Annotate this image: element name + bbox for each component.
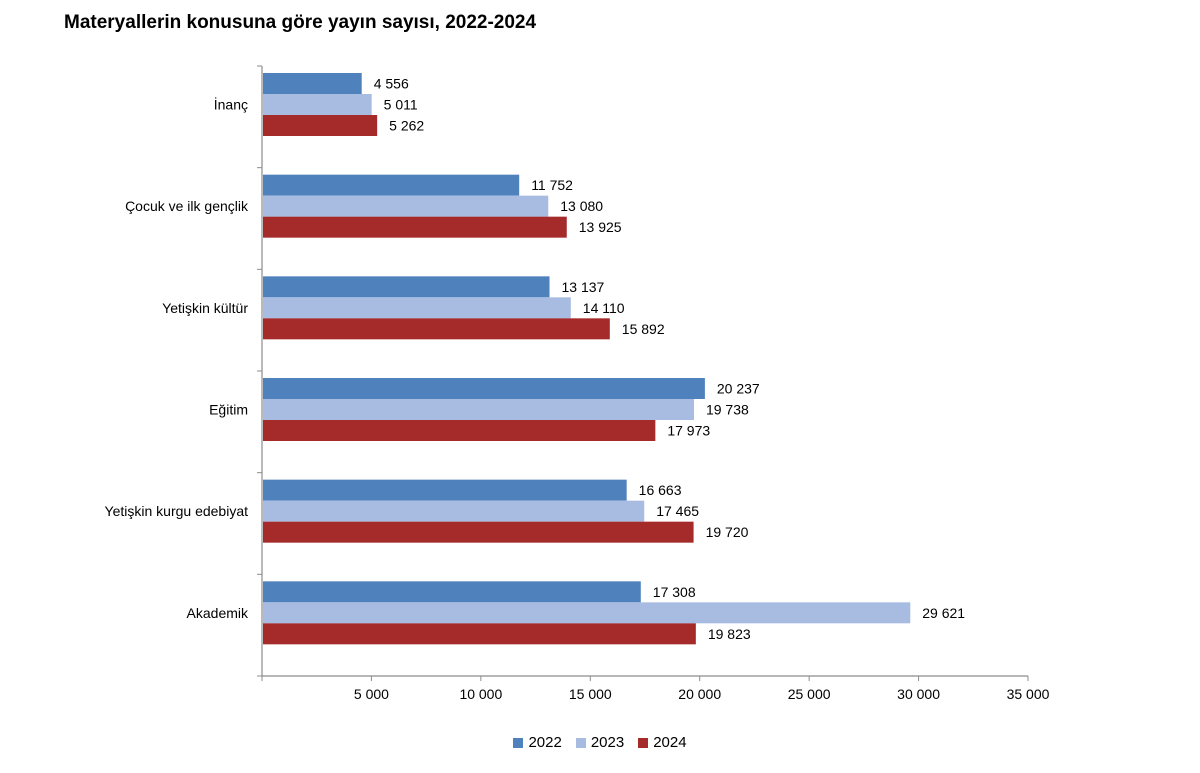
data-label: 29 621 (922, 605, 965, 621)
bar-2022 (263, 276, 550, 298)
data-label: 4 556 (374, 76, 409, 92)
legend-label: 2023 (590, 734, 625, 751)
chart-legend: 2022 2023 2024 (0, 734, 1200, 751)
bar-2024 (263, 420, 656, 441)
bar-2023 (263, 602, 911, 624)
data-label: 19 823 (708, 626, 751, 642)
bar-2024 (263, 318, 610, 340)
data-label: 11 752 (531, 177, 573, 193)
x-tick-label: 5 000 (354, 686, 389, 702)
bar-chart: 5 000 10 000 15 000 20 000 25 000 30 000 35 00… (105, 65, 1050, 702)
data-label: 19 720 (706, 524, 749, 540)
data-label: 13 137 (562, 279, 605, 295)
data-label: 5 262 (389, 118, 424, 134)
x-tick-label: 20 000 (678, 686, 721, 702)
bar-2022 (263, 378, 705, 399)
data-label: 13 925 (579, 219, 622, 235)
bar-2023 (263, 94, 372, 115)
legend-item: 2024 (638, 734, 687, 751)
bar-2023 (263, 297, 571, 319)
legend-label: 2024 (653, 734, 687, 751)
data-label: 15 892 (622, 321, 665, 337)
bar-2024 (263, 521, 694, 543)
x-tick-label: 35 000 (1007, 686, 1050, 702)
x-tick-label: 10 000 (459, 686, 502, 702)
chart-title: Materyallerin konusuna göre yayın sayısı… (64, 12, 537, 33)
data-label: 17 465 (656, 503, 699, 519)
legend-item: 2022 (513, 734, 562, 751)
bar-2022 (263, 174, 520, 196)
category-label: Çocuk ve ilk gençlik (125, 198, 249, 214)
data-label: 13 080 (560, 198, 603, 214)
bar-2023 (263, 399, 694, 420)
data-label: 19 738 (706, 402, 749, 418)
category-label: İnanç (214, 96, 248, 113)
bar-2023 (263, 195, 549, 217)
data-label: 16 663 (639, 482, 682, 498)
data-label: 5 011 (384, 97, 418, 113)
x-tick-label: 15 000 (569, 686, 612, 702)
legend-item: 2023 (575, 734, 625, 751)
category-label: Eğitim (209, 402, 248, 418)
legend-swatch (575, 737, 586, 748)
bar-2023 (263, 500, 645, 522)
data-label: 20 237 (717, 381, 760, 397)
bar-2024 (263, 216, 567, 238)
legend-swatch (513, 737, 524, 748)
bar-2024 (263, 115, 378, 136)
category-label: Akademik (187, 605, 249, 621)
x-tick-label: 30 000 (897, 686, 940, 702)
bar-2024 (263, 623, 696, 645)
legend-label: 2022 (528, 734, 562, 751)
bar-2022 (263, 479, 627, 501)
bar-2022 (263, 581, 641, 603)
legend-swatch (638, 737, 649, 748)
data-label: 17 308 (653, 584, 696, 600)
bar-2022 (263, 73, 362, 94)
data-label: 17 973 (667, 423, 710, 439)
data-label: 14 110 (583, 300, 625, 316)
category-label: Yetişkin kurgu edebiyat (105, 503, 249, 519)
x-tick-label: 25 000 (788, 686, 831, 702)
category-label: Yetişkin kültür (162, 300, 248, 316)
